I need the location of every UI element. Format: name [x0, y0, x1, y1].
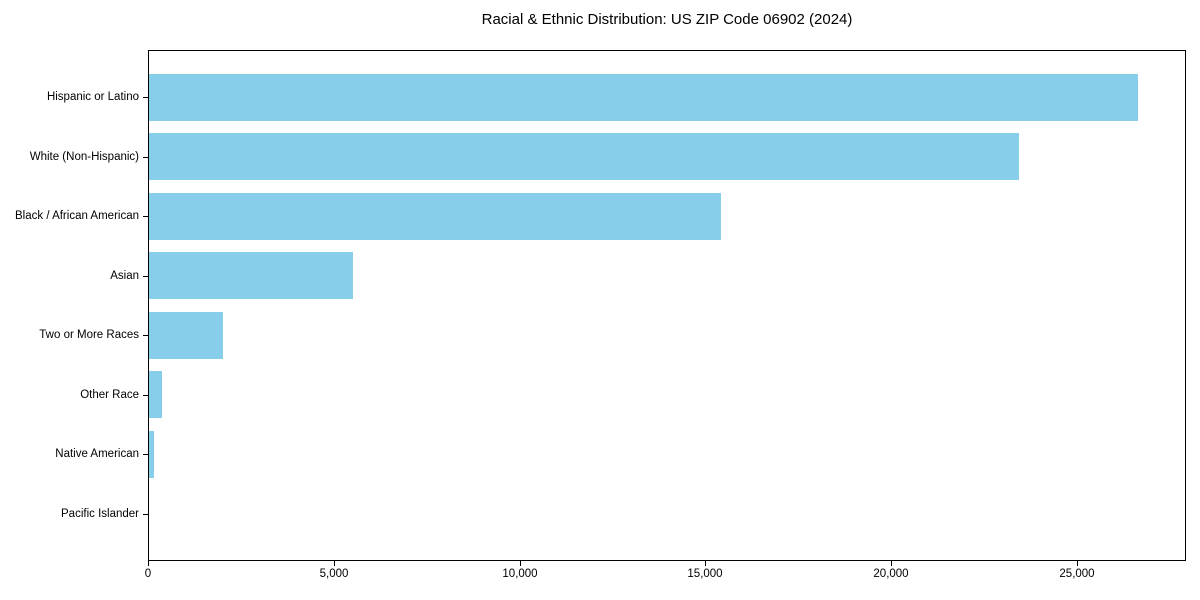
bar-two-or-more-races — [149, 312, 223, 359]
y-tick-other-race — [143, 395, 148, 396]
y-tick-hispanic-or-latino — [143, 97, 148, 98]
x-tick-label-0: 0 — [144, 568, 152, 580]
y-tick-label-black-african-american: Black / African American — [15, 210, 139, 222]
plot-area — [148, 50, 1186, 561]
x-tick-label-15000: 15,000 — [687, 568, 723, 580]
bar-black-african-american — [149, 193, 721, 240]
y-tick-label-white-non-hispanic: White (Non-Hispanic) — [29, 151, 139, 163]
y-tick-asian — [143, 276, 148, 277]
bar-asian — [149, 252, 353, 299]
y-tick-label-native-american: Native American — [55, 448, 139, 460]
y-tick-two-or-more-races — [143, 335, 148, 336]
bar-hispanic-or-latino — [149, 74, 1138, 121]
x-tick-label-10000: 10,000 — [502, 568, 538, 580]
x-tick-10000 — [520, 561, 521, 566]
bar-other-race — [149, 371, 162, 418]
x-tick-20000 — [891, 561, 892, 566]
x-tick-label-20000: 20,000 — [873, 568, 909, 580]
x-tick-15000 — [705, 561, 706, 566]
y-tick-label-pacific-islander: Pacific Islander — [61, 508, 139, 520]
x-tick-0 — [148, 561, 149, 566]
y-tick-label-other-race: Other Race — [80, 389, 139, 401]
y-tick-pacific-islander — [143, 514, 148, 515]
x-tick-label-25000: 25,000 — [1059, 568, 1095, 580]
x-tick-25000 — [1077, 561, 1078, 566]
bar-white-non-hispanic — [149, 133, 1019, 180]
chart-title: Racial & Ethnic Distribution: US ZIP Cod… — [481, 11, 853, 28]
y-tick-native-american — [143, 454, 148, 455]
y-tick-black-african-american — [143, 216, 148, 217]
x-tick-label-5000: 5,000 — [319, 568, 349, 580]
y-tick-label-hispanic-or-latino: Hispanic or Latino — [46, 91, 139, 103]
bar-native-american — [149, 431, 154, 478]
y-tick-label-asian: Asian — [110, 270, 139, 282]
x-tick-5000 — [334, 561, 335, 566]
y-tick-label-two-or-more-races: Two or More Races — [39, 329, 139, 341]
y-tick-white-non-hispanic — [143, 157, 148, 158]
